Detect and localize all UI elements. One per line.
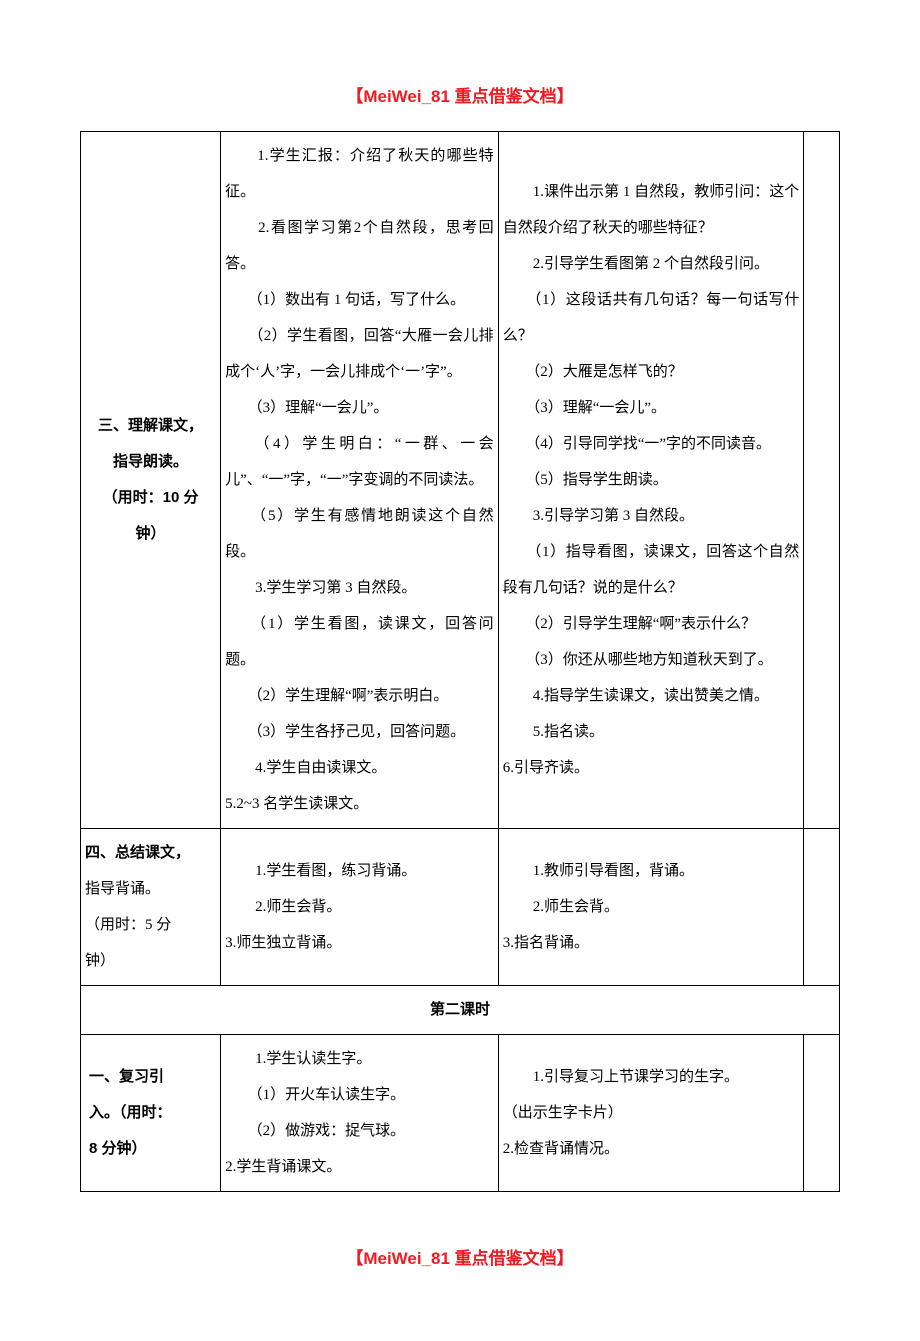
row-label-line: （用时：5 分 bbox=[85, 917, 171, 933]
student-activity-cell: 1.学生汇报：介绍了秋天的哪些特征。 2.看图学习第2个自然段，思考回答。 （1… bbox=[221, 132, 499, 829]
row-label-line: 8 分钟） bbox=[89, 1140, 147, 1157]
empty-cell bbox=[804, 829, 840, 986]
row-label-cell: 一、复习引 入。（用时： 8 分钟） bbox=[81, 1035, 221, 1192]
table-row: 四、总结课文， 指导背诵。 （用时：5 分 钟） 1.学生看图，练习背诵。 2.… bbox=[81, 829, 840, 986]
section-header-row: 第二课时 bbox=[81, 986, 840, 1035]
teacher-activity-cell: 1.课件出示第 1 自然段，教师引问：这个自然段介绍了秋天的哪些特征？ 2.引导… bbox=[498, 132, 804, 829]
table-row: 一、复习引 入。（用时： 8 分钟） 1.学生认读生字。 （1）开火车认读生字。… bbox=[81, 1035, 840, 1192]
student-activity-cell: 1.学生看图，练习背诵。 2.师生会背。 3.师生独立背诵。 bbox=[221, 829, 499, 986]
cell-content: 1.教师引导看图，背诵。 2.师生会背。 3.指名背诵。 bbox=[503, 863, 694, 951]
row-label-line: 指导朗读。 bbox=[113, 453, 188, 470]
lesson-plan-table: 三、理解课文， 指导朗读。 （用时：10 分 钟） 1.学生汇报：介绍了秋天的哪… bbox=[80, 131, 840, 1192]
section-header-cell: 第二课时 bbox=[81, 986, 840, 1035]
cell-content: 1.学生认读生字。 （1）开火车认读生字。 （2）做游戏：捉气球。 2.学生背诵… bbox=[225, 1051, 405, 1175]
student-activity-cell: 1.学生认读生字。 （1）开火车认读生字。 （2）做游戏：捉气球。 2.学生背诵… bbox=[221, 1035, 499, 1192]
page-header: 【MeiWei_81 重点借鉴文档】 bbox=[80, 75, 840, 119]
teacher-activity-cell: 1.教师引导看图，背诵。 2.师生会背。 3.指名背诵。 bbox=[498, 829, 804, 986]
empty-cell bbox=[804, 132, 840, 829]
row-label-line: （用时：10 分 bbox=[103, 489, 199, 506]
row-label-cell: 三、理解课文， 指导朗读。 （用时：10 分 钟） bbox=[81, 132, 221, 829]
cell-content: 1.课件出示第 1 自然段，教师引问：这个自然段介绍了秋天的哪些特征？ 2.引导… bbox=[503, 184, 800, 776]
row-label-line: 四、总结课文， bbox=[85, 844, 190, 861]
cell-content: 1.学生看图，练习背诵。 2.师生会背。 3.师生独立背诵。 bbox=[225, 863, 416, 951]
row-label-line: 入。（用时： bbox=[89, 1104, 172, 1121]
table-row: 三、理解课文， 指导朗读。 （用时：10 分 钟） 1.学生汇报：介绍了秋天的哪… bbox=[81, 132, 840, 829]
row-label-line: 钟） bbox=[85, 953, 115, 969]
cell-content: 1.学生汇报：介绍了秋天的哪些特征。 2.看图学习第2个自然段，思考回答。 （1… bbox=[225, 148, 494, 812]
row-label-line: 钟） bbox=[136, 525, 166, 542]
empty-cell bbox=[804, 1035, 840, 1192]
row-label-line: 指导背诵。 bbox=[85, 881, 160, 897]
cell-content: 1.引导复习上节课学习的生字。 （出示生字卡片） 2.检查背诵情况。 bbox=[503, 1069, 739, 1157]
row-label-line: 三、理解课文， bbox=[98, 417, 203, 434]
page-footer: 【MeiWei_81 重点借鉴文档】 bbox=[80, 1237, 840, 1281]
teacher-activity-cell: 1.引导复习上节课学习的生字。 （出示生字卡片） 2.检查背诵情况。 bbox=[498, 1035, 804, 1192]
row-label-line: 一、复习引 bbox=[89, 1068, 164, 1085]
row-label-cell: 四、总结课文， 指导背诵。 （用时：5 分 钟） bbox=[81, 829, 221, 986]
